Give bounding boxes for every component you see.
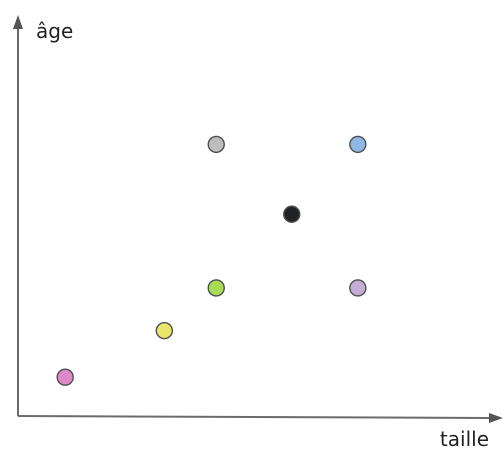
x-axis-line — [17, 415, 491, 419]
x-axis-label: taille — [440, 427, 489, 450]
data-points — [56, 135, 367, 386]
y-axis-arrow — [13, 15, 23, 29]
data-point-3 — [207, 279, 225, 297]
data-point-2 — [155, 321, 174, 340]
data-point-1 — [56, 368, 74, 386]
y-axis-label: âge — [36, 19, 73, 43]
data-point-6 — [349, 135, 367, 154]
data-point-4 — [207, 135, 225, 154]
x-axis-arrow — [489, 413, 503, 423]
data-point-7 — [349, 279, 367, 297]
data-point-5 — [283, 205, 301, 223]
